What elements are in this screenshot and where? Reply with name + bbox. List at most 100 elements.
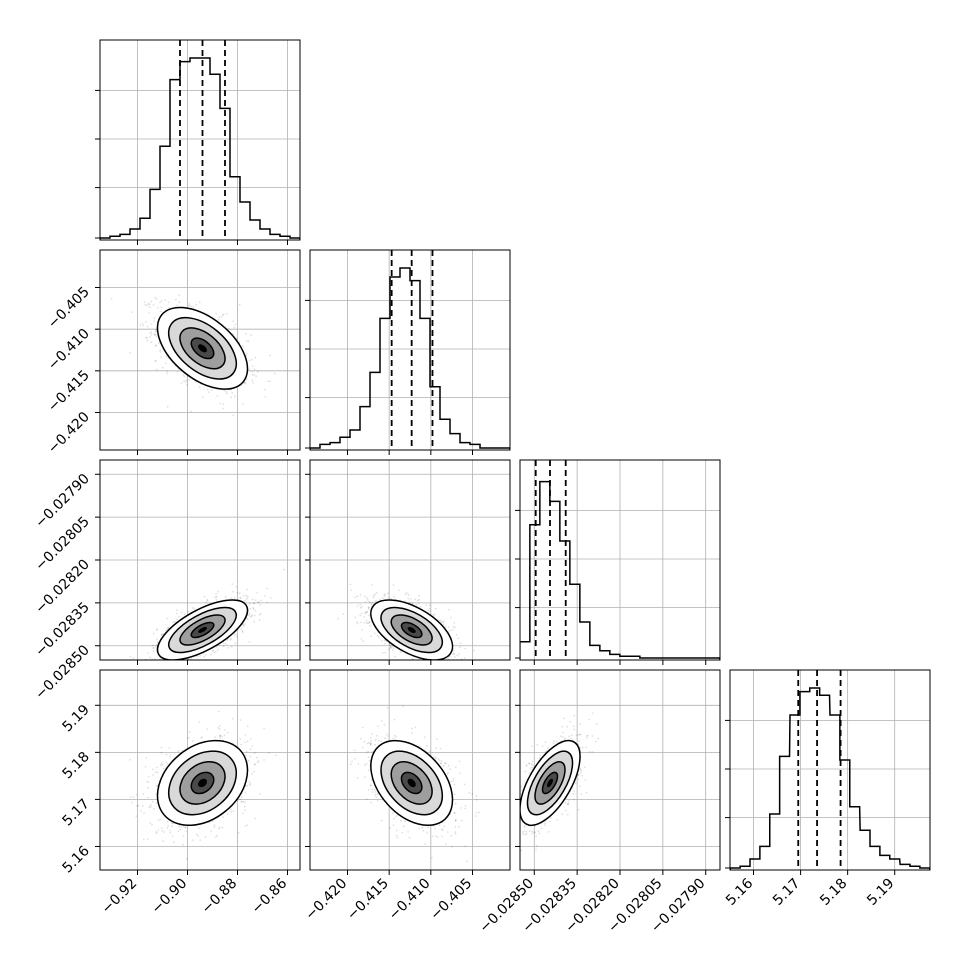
scatter-point (177, 615, 180, 618)
scatter-point (226, 312, 228, 315)
scatter-point (245, 352, 248, 355)
scatter-point (247, 614, 250, 617)
contour-line (179, 614, 226, 646)
scatter-point (149, 336, 151, 338)
scatter-point (459, 646, 461, 649)
scatter-point (175, 671, 177, 673)
scatter-point (156, 785, 158, 787)
scatter-point (148, 312, 151, 314)
scatter-point (449, 655, 452, 658)
scatter-point (197, 827, 200, 830)
scatter-point (212, 649, 214, 651)
scatter-point (428, 607, 431, 610)
contour-line (390, 614, 433, 646)
scatter-point (266, 587, 268, 590)
scatter-point (198, 721, 201, 723)
scatter-point (223, 642, 225, 644)
scatter-point (227, 647, 230, 649)
scatter-point (363, 622, 366, 624)
scatter-point (463, 657, 466, 659)
scatter-point (175, 612, 178, 615)
scatter-point (166, 405, 169, 408)
scatter-point (266, 601, 269, 604)
scatter-point (199, 655, 202, 657)
scatter-point (252, 607, 255, 610)
scatter-point (173, 841, 175, 844)
scatter-point (253, 602, 256, 605)
scatter-point (452, 625, 455, 628)
scatter-point (224, 595, 227, 598)
scatter-point (248, 784, 251, 786)
scatter-point (155, 766, 158, 769)
scatter-point (154, 330, 157, 333)
scatter-point (429, 610, 432, 613)
scatter-point (251, 614, 254, 616)
y-tick-label: −0.410 (45, 326, 93, 374)
scatter-point (369, 601, 372, 604)
scatter-point (240, 800, 243, 803)
contour-line (156, 599, 249, 660)
scatter-point (227, 731, 229, 734)
scatter-point (152, 650, 155, 653)
scatter-point (165, 629, 167, 632)
scatter-point (260, 612, 262, 615)
scatter-point (180, 611, 183, 614)
scatter-point (154, 296, 157, 299)
scatter-point (356, 605, 359, 607)
scatter-point (218, 827, 220, 830)
scatter-point (166, 372, 169, 375)
contour-line (179, 327, 226, 370)
scatter-point (231, 717, 234, 720)
scatter-point (149, 306, 151, 308)
scatter-point (171, 825, 174, 828)
scatter-point (375, 591, 378, 594)
scatter-point (372, 596, 375, 599)
scatter-point (188, 730, 191, 733)
scatter-point (416, 599, 419, 602)
scatter-point (246, 595, 249, 598)
scatter-point (363, 616, 365, 618)
scatter-point (168, 662, 170, 664)
scatter-point (452, 652, 455, 655)
scatter-point (144, 304, 147, 306)
scatter-point (361, 606, 363, 608)
scatter-point (439, 666, 441, 668)
scatter-point (187, 665, 189, 667)
scatter-point (227, 327, 230, 330)
scatter-point (152, 304, 155, 306)
scatter-point (159, 310, 162, 313)
scatter-point (135, 815, 138, 818)
scatter-point (244, 623, 246, 625)
scatter-point (153, 317, 156, 320)
scatter-point (456, 654, 459, 657)
scatter-point (249, 738, 252, 740)
scatter-point (221, 826, 224, 829)
scatter-point (165, 355, 168, 358)
scatter-point (438, 662, 440, 664)
scatter-point (151, 644, 154, 647)
scatter-point (215, 836, 217, 838)
histogram-step (520, 480, 720, 660)
scatter-point (142, 838, 145, 841)
scatter-point (473, 649, 475, 652)
scatter-point (231, 583, 234, 585)
scatter-point (219, 735, 221, 737)
scatter-point (365, 621, 368, 624)
scatter-point (192, 839, 195, 842)
scatter-point (238, 592, 241, 595)
scatter-point (423, 661, 425, 663)
scatter-point (405, 592, 408, 594)
hist-panel-1 (305, 249, 511, 455)
scatter-point (269, 354, 271, 357)
scatter-panel-2-0 (95, 459, 301, 673)
scatter-point (361, 629, 363, 631)
scatter-point (219, 402, 222, 405)
scatter-point (446, 664, 448, 666)
scatter-point (342, 613, 345, 616)
scatter-point (366, 611, 368, 613)
scatter-point (254, 817, 256, 820)
scatter-point (453, 622, 455, 624)
scatter-point (435, 663, 437, 665)
scatter-point (220, 315, 223, 318)
scatter-point (217, 318, 220, 321)
